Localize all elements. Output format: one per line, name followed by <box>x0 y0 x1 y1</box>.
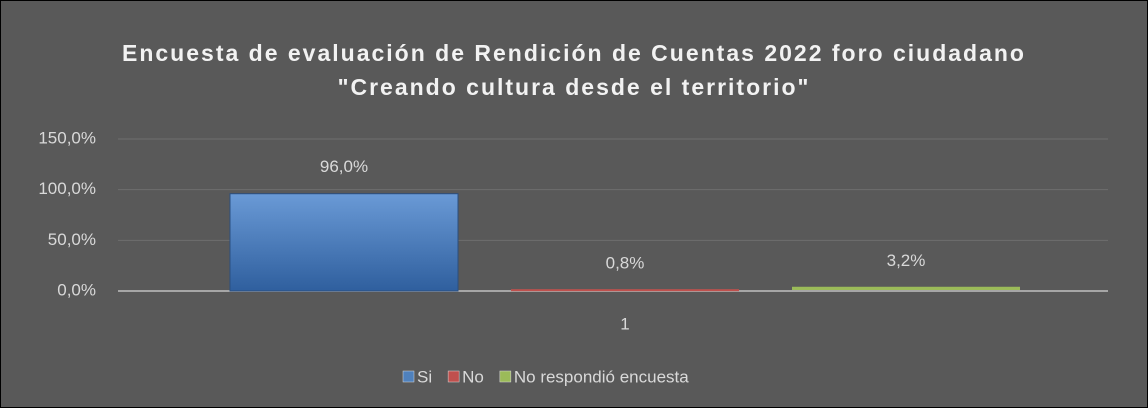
legend-label: Si <box>417 367 432 386</box>
y-tick-label: 150,0% <box>38 128 96 147</box>
legend-label: No <box>462 367 484 386</box>
data-label: 0,8% <box>606 254 645 273</box>
y-tick-label: 0,0% <box>57 280 96 299</box>
chart-title: Encuesta de evaluación de Rendición de C… <box>122 40 1026 100</box>
data-label: 3,2% <box>887 251 926 270</box>
legend-swatch <box>499 370 512 383</box>
legend-swatch <box>447 370 460 383</box>
y-tick-label: 100,0% <box>38 179 96 198</box>
bar <box>792 286 1020 290</box>
y-tick-label: 50,0% <box>48 230 96 249</box>
x-tick-label: 1 <box>620 314 629 333</box>
bar <box>511 289 739 292</box>
bar <box>229 193 459 292</box>
data-label: 96,0% <box>320 157 368 176</box>
legend-swatch <box>402 370 415 383</box>
legend-label: No respondió encuesta <box>514 367 689 386</box>
